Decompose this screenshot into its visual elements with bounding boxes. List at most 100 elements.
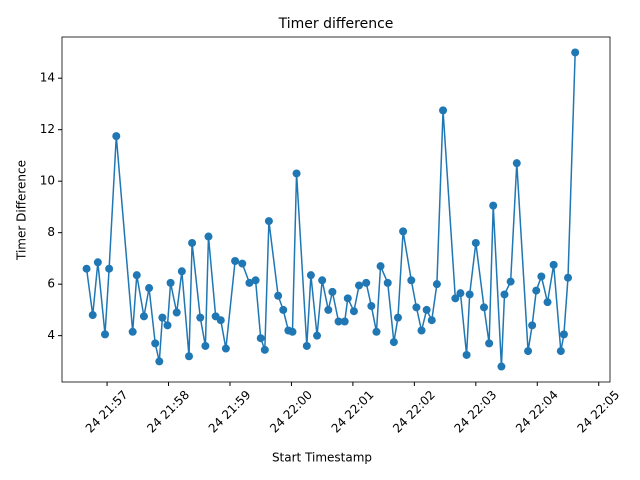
data-point — [128, 327, 137, 336]
data-point — [101, 330, 110, 339]
data-point — [417, 326, 426, 335]
data-point — [532, 286, 541, 295]
data-point — [151, 339, 160, 348]
data-point — [462, 350, 471, 359]
data-point — [451, 294, 460, 303]
y-tick-label: 4 — [47, 328, 55, 342]
y-tick-label: 14 — [40, 71, 55, 85]
y-tick-label: 8 — [47, 225, 55, 239]
x-tick-label: 24 22:02 — [390, 388, 438, 436]
chart-title: Timer difference — [278, 16, 394, 32]
data-point — [549, 260, 558, 269]
data-point — [389, 338, 398, 347]
data-point — [480, 303, 489, 312]
data-point — [172, 308, 181, 317]
data-point — [238, 259, 247, 268]
data-point — [155, 357, 164, 366]
data-point — [456, 289, 465, 298]
data-point — [302, 341, 311, 350]
data-point — [485, 339, 494, 348]
x-tick-label: 24 22:03 — [452, 388, 500, 436]
data-point — [497, 362, 506, 371]
data-point — [274, 291, 283, 300]
data-point — [88, 311, 97, 320]
x-tick-label: 24 22:00 — [267, 388, 315, 436]
data-point — [355, 281, 364, 290]
data-point — [264, 217, 273, 226]
x-axis-label: Start Timestamp — [272, 451, 372, 465]
axes-frame — [61, 36, 611, 383]
data-point — [112, 132, 121, 141]
data-point — [500, 290, 509, 299]
data-point — [158, 313, 167, 322]
data-point — [537, 272, 546, 281]
data-point — [328, 287, 337, 296]
data-point — [383, 278, 392, 287]
data-point — [201, 341, 210, 350]
data-point — [188, 238, 197, 247]
data-point — [367, 302, 376, 311]
data-point — [343, 294, 352, 303]
data-point — [292, 169, 301, 178]
data-point — [82, 264, 91, 273]
data-point — [93, 258, 102, 267]
data-point — [372, 327, 381, 336]
data-point — [288, 327, 297, 336]
data-point — [185, 352, 194, 361]
x-tick-label: 24 22:05 — [574, 388, 622, 436]
data-point — [512, 159, 521, 168]
data-point — [432, 280, 441, 289]
data-point — [412, 303, 421, 312]
x-tick-label: 24 22:01 — [329, 388, 377, 436]
data-point — [177, 267, 186, 276]
data-point — [221, 344, 230, 353]
data-point — [105, 264, 114, 273]
data-point — [564, 273, 573, 282]
data-point — [524, 347, 533, 356]
data-point — [216, 316, 225, 325]
data-point — [559, 330, 568, 339]
data-point — [393, 313, 402, 322]
data-point — [362, 278, 371, 287]
data-point — [376, 262, 385, 271]
data-point — [471, 238, 480, 247]
data-point — [204, 232, 213, 241]
y-tick-label: 12 — [40, 122, 55, 136]
data-point — [313, 331, 322, 340]
data-point — [506, 277, 515, 286]
data-point — [489, 201, 498, 210]
data-point — [407, 276, 416, 285]
data-point — [245, 278, 254, 287]
data-point — [340, 317, 349, 326]
data-point — [306, 271, 315, 280]
data-point — [318, 276, 327, 285]
data-point — [163, 321, 172, 330]
data-point — [334, 317, 343, 326]
data-point — [132, 271, 141, 280]
data-point — [556, 347, 565, 356]
data-point — [196, 313, 205, 322]
data-point — [324, 305, 333, 314]
data-point — [256, 334, 265, 343]
x-tick-label: 24 21:59 — [206, 388, 254, 436]
data-point — [139, 312, 148, 321]
data-point — [422, 305, 431, 314]
data-point — [349, 307, 358, 316]
data-point — [231, 256, 240, 265]
data-point — [439, 106, 448, 115]
data-point — [528, 321, 537, 330]
x-tick-label: 24 21:58 — [144, 388, 192, 436]
x-tick-label: 24 22:04 — [513, 388, 561, 436]
data-point — [145, 284, 154, 293]
data-point — [465, 290, 474, 299]
data-point — [399, 227, 408, 236]
y-tick-label: 6 — [47, 277, 55, 291]
x-tick-label: 24 21:57 — [83, 388, 131, 436]
data-point — [279, 305, 288, 314]
data-point — [571, 48, 580, 57]
data-point — [166, 278, 175, 287]
data-point — [251, 276, 260, 285]
y-axis-label: Timer Difference — [15, 160, 29, 261]
data-point — [543, 298, 552, 307]
